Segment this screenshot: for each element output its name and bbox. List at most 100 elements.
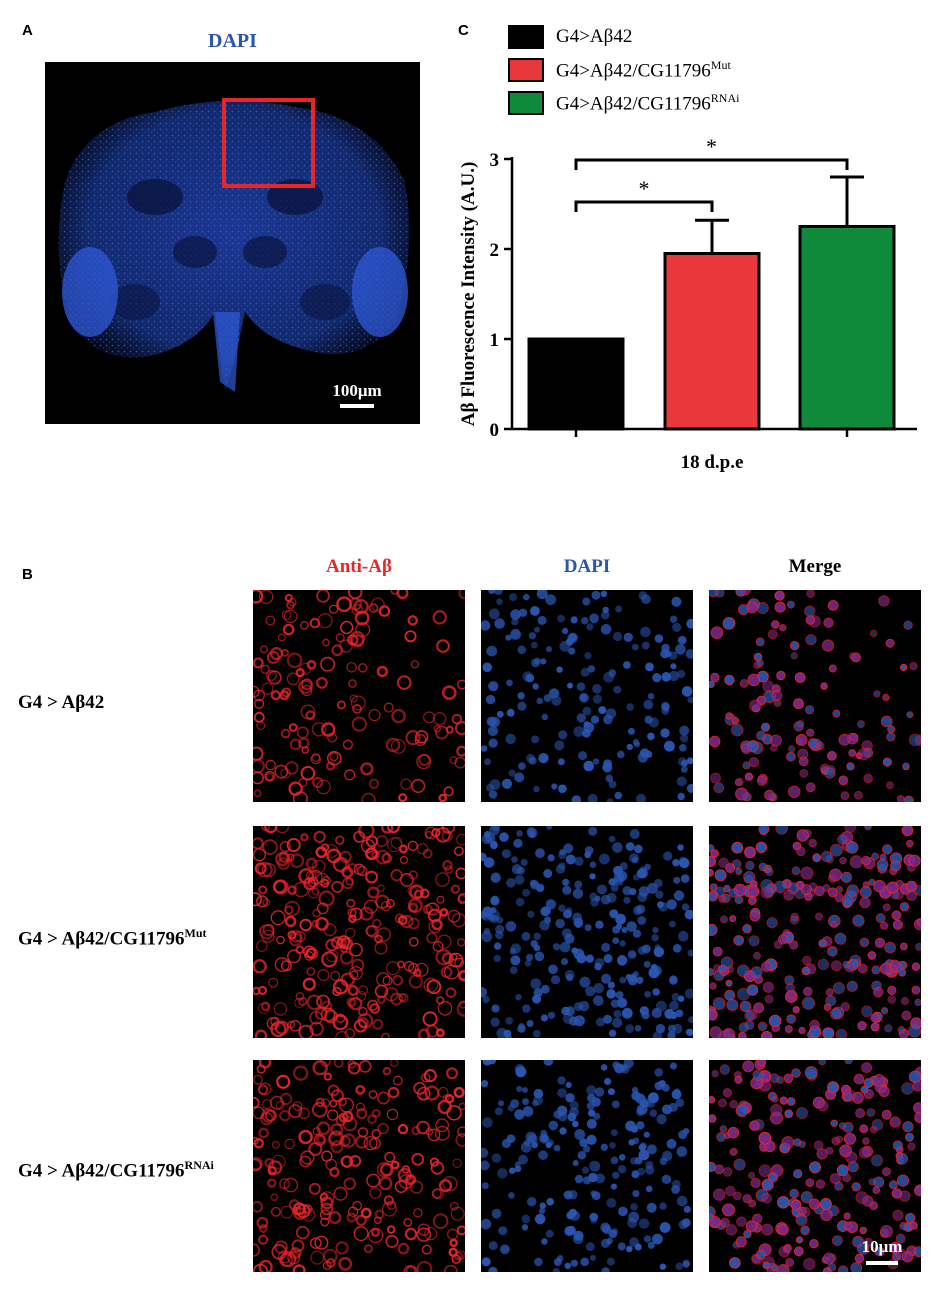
cell-mark <box>794 672 806 683</box>
cell-mark <box>258 1224 268 1233</box>
cell-mark <box>629 1237 639 1247</box>
bar-0 <box>527 337 625 431</box>
cell-mark <box>710 672 720 683</box>
cell-mark <box>662 1150 673 1162</box>
cell-mark <box>603 954 613 963</box>
cell-mark <box>281 610 292 620</box>
cell-mark <box>688 1016 693 1024</box>
cell-mark <box>298 1129 313 1145</box>
cell-mark <box>424 826 438 840</box>
cell-mark <box>342 1111 354 1123</box>
cell-mark <box>816 1148 828 1160</box>
cell-mark <box>667 1031 676 1038</box>
cell-mark <box>272 879 287 894</box>
cell-mark <box>584 924 592 932</box>
cell-mark <box>282 623 295 636</box>
cell-mark <box>638 868 649 879</box>
cell-mark <box>820 682 828 690</box>
cell-mark <box>820 850 833 863</box>
cell-mark <box>280 768 291 779</box>
cell-mark <box>360 1207 372 1219</box>
cell-mark <box>454 756 465 769</box>
cell-mark <box>404 1227 418 1241</box>
cell-mark <box>645 1165 655 1175</box>
cell-mark <box>630 1203 638 1211</box>
cell-mark <box>875 913 886 924</box>
cell-mark <box>622 886 632 896</box>
cell-mark <box>873 879 886 893</box>
cell-mark <box>609 909 619 919</box>
cell-mark <box>435 872 450 887</box>
cell-mark <box>518 762 526 770</box>
cell-mark <box>787 989 797 1000</box>
cell-mark <box>607 1088 615 1096</box>
cell-mark <box>320 1202 334 1216</box>
cell-mark <box>488 608 500 620</box>
cell-mark <box>687 949 693 957</box>
cell-mark <box>791 1068 801 1078</box>
cell-mark <box>644 863 651 871</box>
cell-mark <box>602 762 613 773</box>
cell-mark <box>367 999 379 1011</box>
cell-mark <box>684 988 693 999</box>
cell-mark <box>319 1191 335 1206</box>
cell-mark <box>761 1193 773 1204</box>
cell-mark <box>576 682 586 691</box>
cell-mark <box>645 1185 653 1193</box>
cell-mark <box>317 969 330 982</box>
cell-mark <box>857 963 868 974</box>
cell-mark <box>488 1266 498 1272</box>
cell-mark <box>869 629 878 638</box>
cell-mark <box>390 869 403 882</box>
cell-mark <box>387 1086 400 1099</box>
cell-mark <box>432 610 447 625</box>
legend-swatch-control <box>508 25 544 49</box>
cell-mark <box>825 988 834 997</box>
cell-mark <box>546 1198 554 1206</box>
cell-mark <box>882 757 892 767</box>
cell-mark <box>784 975 795 986</box>
cell-mark <box>311 1101 328 1118</box>
cell-mark <box>709 735 721 748</box>
cell-mark <box>536 590 548 600</box>
cell-mark <box>381 1032 390 1038</box>
cell-mark <box>337 937 347 947</box>
cell-mark <box>675 1098 685 1107</box>
cell-mark <box>419 888 430 899</box>
cell-mark <box>279 1253 293 1267</box>
cell-mark <box>627 975 638 986</box>
cell-mark <box>612 1171 620 1179</box>
cell-mark <box>457 892 465 904</box>
cell-mark <box>600 1222 611 1233</box>
cell-mark <box>908 1024 921 1038</box>
cell-mark <box>777 1196 790 1209</box>
cell-mark <box>394 913 405 924</box>
cell-mark <box>394 1180 408 1193</box>
x-axis-label: 18 d.p.e <box>681 452 744 473</box>
cell-mark <box>676 1195 688 1207</box>
cell-mark <box>270 690 281 701</box>
cell-mark <box>330 971 341 981</box>
cell-mark <box>843 1132 857 1145</box>
cell-mark <box>520 858 528 867</box>
cell-mark <box>355 1135 369 1149</box>
cell-mark <box>652 927 659 934</box>
cell-mark <box>481 1218 492 1230</box>
cell-mark <box>600 1064 608 1071</box>
cell-mark <box>531 735 540 744</box>
cell-mark <box>399 855 408 864</box>
cell-mark <box>299 662 312 676</box>
cell-mark <box>620 1064 627 1072</box>
cell-mark <box>680 765 688 773</box>
cell-mark <box>588 826 598 836</box>
cell-mark <box>891 1188 903 1199</box>
cell-mark <box>804 605 816 617</box>
cell-mark <box>415 730 429 744</box>
cell-mark <box>267 670 282 685</box>
cell-mark <box>253 1263 268 1272</box>
cell-mark <box>685 649 693 659</box>
cell-mark <box>677 792 685 801</box>
cell-mark <box>491 1153 502 1163</box>
cell-mark <box>878 1085 890 1098</box>
cell-mark <box>253 848 266 862</box>
